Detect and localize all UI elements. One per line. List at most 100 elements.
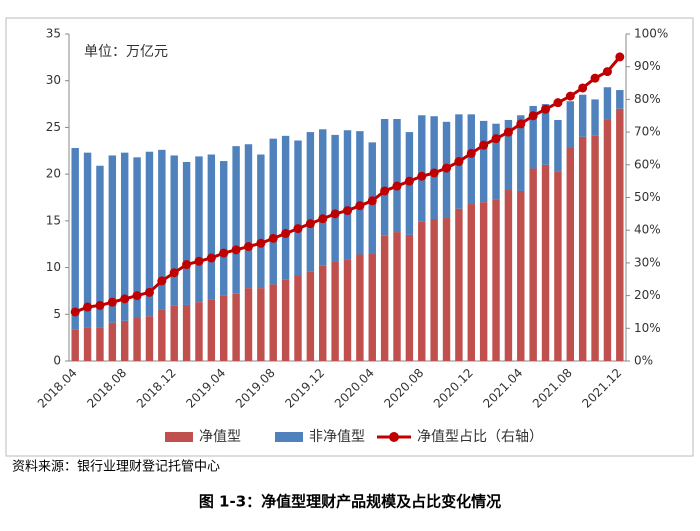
y2-tick-label: 80% [634,92,661,106]
y-tick-label: 20 [46,167,61,181]
bar [405,234,414,361]
legend-swatch [389,432,399,442]
line-point [194,256,204,266]
bar [393,232,401,361]
bar [281,279,290,361]
line-point [318,214,328,224]
bar [603,119,612,361]
bar [492,123,500,200]
bar [331,134,339,262]
line-point [404,176,414,186]
bar [71,329,79,361]
bar [182,304,191,361]
bar [257,288,265,361]
line-point [95,300,105,310]
bar [145,316,154,361]
y2-tick-label: 60% [634,157,661,171]
y-tick-label: 5 [53,307,61,321]
bar [108,322,117,361]
y-tick-label: 25 [46,120,61,134]
bar [306,271,315,361]
line-point [169,268,179,278]
bar [195,156,203,303]
bar [455,208,463,361]
line-point [243,242,253,252]
bar [541,104,550,165]
line-point [367,196,377,206]
bar [529,105,537,169]
x-tick-label: 2020.04 [332,366,377,411]
x-tick-label: 2018.12 [134,366,179,411]
bar [541,164,550,361]
x-tick-label: 2019.12 [282,366,327,411]
line-point [578,83,588,93]
bar [554,119,562,172]
bar [616,108,624,361]
bar [343,130,352,260]
line-point [157,276,167,286]
bar [120,320,129,361]
bar [517,190,525,361]
bar [232,146,240,294]
chart-frame [5,17,694,457]
bar [418,115,426,222]
line-point [305,219,315,229]
x-tick-label: 2020.08 [381,366,426,411]
bar [603,87,612,120]
bar [294,140,302,276]
line-point [565,91,575,101]
bar [244,288,253,361]
legend-label: 净值型占比（右轴） [417,429,543,445]
line-point [330,209,340,219]
bar [529,168,537,361]
bar [207,154,216,300]
bar [467,114,475,205]
line-point [590,73,600,83]
bar [356,131,364,255]
line-point [120,294,130,304]
bar [430,116,438,219]
bar [83,152,92,328]
bar [591,135,599,361]
bar [158,309,166,361]
bar [170,305,178,361]
x-tick-label: 2021.12 [579,366,624,411]
bar [319,265,327,361]
bar [319,129,327,266]
bar [170,155,178,306]
bar [380,119,389,236]
y-tick-label: 35 [46,27,61,41]
y2-tick-label: 0% [634,354,653,368]
line-point [442,163,452,173]
x-tick-label: 2021.04 [480,366,525,411]
legend-label: 非净值型 [309,429,365,445]
legend-swatch [275,432,303,442]
bar [158,149,166,310]
bar [492,199,500,361]
legend-label: 净值型 [199,429,241,445]
line-point [206,253,216,263]
bar [578,94,587,137]
line-point [602,67,612,77]
bar [133,318,141,361]
bar [578,136,587,361]
y2-tick-label: 70% [634,125,661,139]
bar [306,132,315,272]
bar [220,295,228,361]
bar [281,135,290,280]
bar [479,202,488,361]
line-point [466,148,476,158]
bar [554,171,562,361]
line-point [256,238,266,248]
legend-swatch [165,432,193,442]
line-point [516,119,526,129]
line-point [380,186,390,196]
y2-tick-label: 20% [634,288,661,302]
bar [257,154,265,289]
line-point [479,140,489,150]
y2-tick-label: 30% [634,255,661,269]
line-point [343,206,352,216]
line-point [528,111,538,121]
